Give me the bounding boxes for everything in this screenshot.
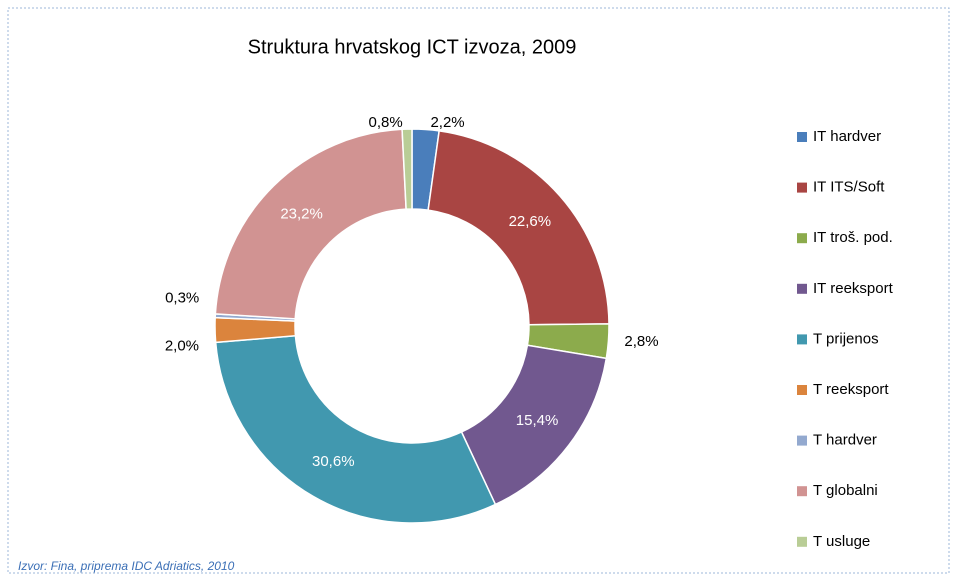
- legend-swatch: [797, 385, 807, 395]
- data-label: 15,4%: [516, 412, 559, 429]
- data-label: 0,8%: [369, 114, 403, 131]
- legend-label: IT reeksport: [813, 280, 894, 297]
- donut-slice: [401, 128, 413, 210]
- legend-swatch: [797, 486, 807, 497]
- legend-label: IT troš. pod.: [813, 229, 893, 246]
- legend-swatch: [797, 435, 807, 446]
- legend-label: IT hardver: [813, 128, 881, 145]
- data-label: 2,2%: [430, 114, 464, 131]
- chart-title: Struktura hrvatskog ICT izvoza, 2009: [248, 36, 577, 58]
- legend-swatch: [797, 182, 807, 193]
- legend-label: T usluge: [813, 533, 870, 550]
- data-label: 23,2%: [280, 205, 323, 222]
- source-note: Izvor: Fina, priprema IDC Adriatics, 201…: [18, 559, 235, 573]
- data-label: 30,6%: [312, 453, 355, 470]
- legend-label: T hardver: [813, 432, 877, 449]
- legend-swatch: [797, 536, 807, 547]
- legend-swatch: [797, 334, 807, 345]
- legend-swatch: [797, 283, 807, 294]
- legend-swatch: [797, 233, 807, 244]
- data-label: 0,3%: [165, 290, 199, 307]
- legend-label: IT ITS/Soft: [813, 179, 885, 196]
- legend-label: T globalni: [813, 482, 878, 499]
- donut-slice: [214, 334, 497, 524]
- data-label: 2,8%: [624, 333, 658, 350]
- legend-label: T prijenos: [813, 330, 879, 347]
- donut-slice: [214, 128, 407, 320]
- donut-slice: [427, 130, 610, 326]
- data-label: 22,6%: [509, 213, 552, 230]
- legend-label: T reeksport: [813, 381, 889, 398]
- legend-swatch: [797, 132, 807, 142]
- data-label: 2,0%: [165, 338, 199, 355]
